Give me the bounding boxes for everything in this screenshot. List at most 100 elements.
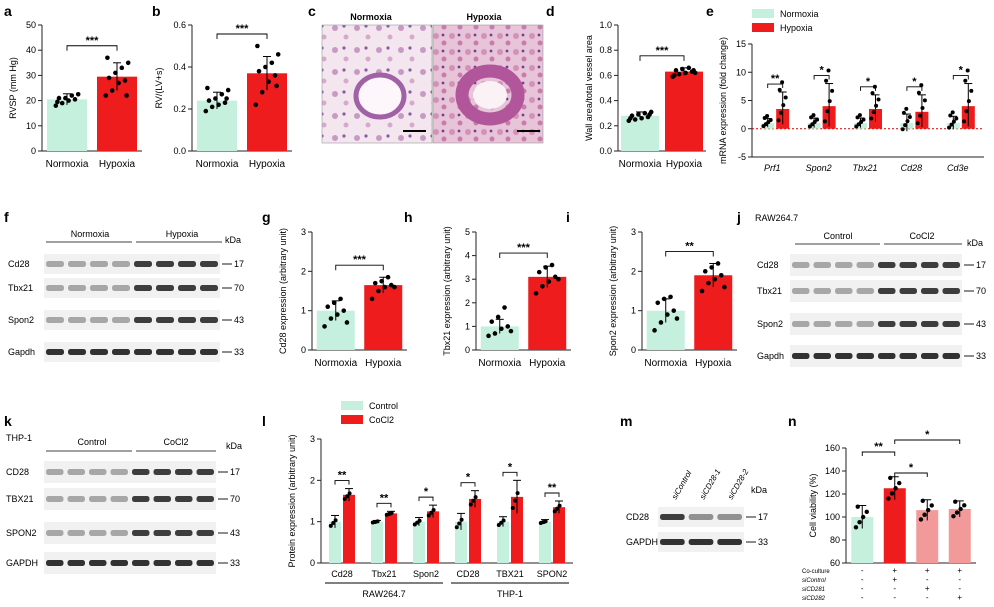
data-point-n <box>951 513 956 519</box>
data-point-b <box>205 85 210 91</box>
data-point-h <box>502 305 507 310</box>
data-point-b <box>216 102 221 108</box>
blot-m-band <box>717 514 742 520</box>
data-point-b <box>222 100 228 105</box>
blot-f-group-normoxia: Normoxia <box>71 229 110 239</box>
data-point-b <box>209 104 215 110</box>
data-point-e <box>778 110 783 115</box>
blot-j-band <box>899 353 917 359</box>
blot-j-group-control: Control <box>823 231 852 241</box>
blot-j-band <box>921 262 939 268</box>
data-point-n <box>889 491 895 496</box>
blot-k-kda-marker: 17 <box>230 467 240 477</box>
data-point-e <box>780 80 785 85</box>
data-point-l <box>471 498 476 503</box>
legend-label-e: Normoxia <box>780 9 819 19</box>
significance-bracket-n <box>861 451 896 456</box>
blot-j-band <box>835 321 853 327</box>
data-point-a <box>55 99 60 105</box>
blot-k-band <box>46 469 64 475</box>
blot-f-band <box>156 285 174 291</box>
data-point-n <box>893 486 898 491</box>
blot-j-band <box>813 321 831 327</box>
y-tick-label-d: 0.6 <box>599 70 612 80</box>
x-tick-label-e: Tbx21 <box>852 163 877 173</box>
data-point-b <box>224 96 229 101</box>
chart-g: 0 1 2 3 Cd28 expression (arbitrary unit) Norm… <box>278 227 407 369</box>
data-point-a <box>109 88 115 93</box>
blot-k-band <box>110 530 128 536</box>
data-point-b <box>256 68 262 74</box>
data-point-b <box>272 73 278 78</box>
blot-k-band <box>46 496 64 502</box>
blot-m-lane-label: siCD28-1 <box>698 468 722 501</box>
hypoxia-vessel-lumen <box>473 81 507 109</box>
significance-label-e: * <box>819 65 824 77</box>
significance-bracket-g <box>335 264 384 271</box>
data-point-g <box>382 284 388 290</box>
data-point-l <box>431 507 436 512</box>
data-point-e <box>825 109 830 114</box>
blot-j-kda-marker: 43 <box>976 319 986 329</box>
y-tick-label-e: 10 <box>736 67 746 77</box>
data-point-e <box>919 83 924 88</box>
y-tick-label-l: 3 <box>310 434 315 444</box>
y-tick-label-d: 1.0 <box>599 20 612 30</box>
data-point-l <box>389 510 394 515</box>
data-point-e <box>874 103 879 108</box>
data-point-n <box>953 499 958 504</box>
blot-j-band <box>835 262 853 268</box>
y-tick-label-n: 140 <box>825 466 840 476</box>
blot-k-kda-marker: 70 <box>230 494 240 504</box>
significance-bracket-h <box>499 252 548 259</box>
x-tick-label-l: SPON2 <box>537 569 568 579</box>
y-tick-label-b: 0.4 <box>173 62 186 72</box>
data-point-n <box>925 507 931 513</box>
blot-k-band <box>132 560 150 566</box>
data-point-a <box>53 103 59 108</box>
x-tick-label-l: Cd28 <box>331 569 353 579</box>
blot-k-band <box>196 496 214 502</box>
significance-label-h: *** <box>517 242 531 254</box>
chart-b: 0.0 0.2 0.4 0.6 RV/(LV+s) Normoxia Hypoxia *** <box>154 20 292 170</box>
data-point-n <box>860 514 866 520</box>
panel-c-histology: Normoxia Hypoxia <box>321 12 544 144</box>
significance-label-n: * <box>909 462 914 474</box>
data-point-e <box>962 119 967 124</box>
panel-letter-a: a <box>4 3 12 19</box>
data-point-l <box>457 521 462 526</box>
chart-l: 0 1 2 3 Protein expression (arbitrary unit) C… <box>287 401 573 599</box>
blot-j-band <box>921 288 939 294</box>
x-tick-label-i: Normoxia <box>644 358 687 369</box>
blot-f-band <box>90 349 108 355</box>
data-point-l <box>501 518 506 523</box>
data-point-l <box>459 517 464 522</box>
bar-l-control <box>329 521 341 563</box>
data-point-e <box>811 113 816 118</box>
blot-j-band <box>942 262 960 268</box>
data-point-e <box>776 118 781 123</box>
blot-m-kda-marker: 33 <box>758 537 768 547</box>
legend-swatch-e <box>752 23 774 32</box>
data-point-l <box>543 519 548 524</box>
data-point-b <box>266 79 271 84</box>
blot-f-band <box>134 317 152 323</box>
blot-f-band <box>68 261 86 267</box>
data-point-e <box>781 103 786 108</box>
data-point-d <box>636 112 641 117</box>
x-tick-label-i: Hypoxia <box>695 358 732 369</box>
y-axis-title-a: RVSP (mm Hg) <box>8 57 18 119</box>
condition-sign-n: - <box>861 593 864 602</box>
blot-j-kda-label: kDa <box>967 238 983 248</box>
significance-label-l: ** <box>338 470 347 482</box>
data-point-b <box>203 108 209 114</box>
blot-m-row-label: GAPDH <box>626 537 658 547</box>
condition-sign-n: + <box>925 584 930 593</box>
y-tick-label-e: 15 <box>736 39 746 49</box>
bar-n-3 <box>916 510 939 563</box>
significance-bracket-e <box>767 83 784 89</box>
data-point-b <box>206 98 212 103</box>
bar-l-cocl2 <box>469 498 481 563</box>
